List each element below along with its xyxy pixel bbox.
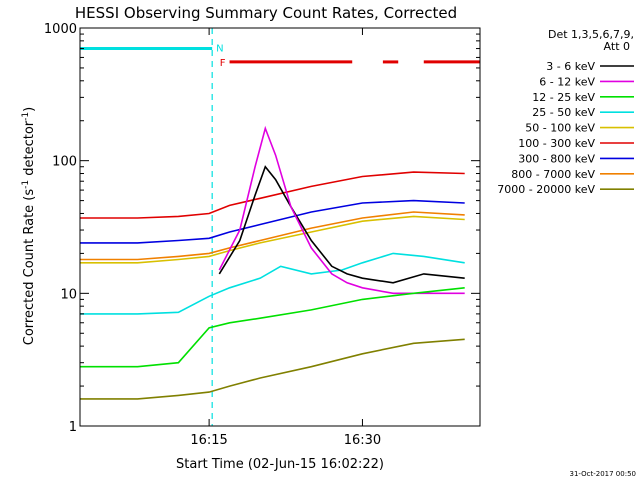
legend-header-line1: Det 1,3,5,6,7,9, <box>548 28 634 41</box>
y-axis-title-end: ) <box>22 107 37 112</box>
y-axis-title-sup1: -1 <box>21 180 31 189</box>
chart-title: HESSI Observing Summary Count Rates, Cor… <box>75 4 457 22</box>
flare-flag-label: F <box>220 58 226 69</box>
y-axis-title-mid: detector <box>22 120 37 180</box>
x-tick-label: 16:15 <box>190 433 227 448</box>
legend-label: 3 - 6 keV <box>546 60 595 73</box>
legend-label: 7000 - 20000 keV <box>497 183 595 196</box>
footer-date: 31-Oct-2017 00:50 <box>570 470 636 478</box>
y-tick-label: 1000 <box>44 22 77 37</box>
legend: 3 - 6 keV 6 - 12 keV 12 - 25 keV 25 - 50 ke… <box>497 60 634 196</box>
series-line <box>80 338 465 400</box>
series-line <box>80 171 465 219</box>
series-line <box>80 252 465 315</box>
night-flag-label: N <box>216 44 223 55</box>
y-axis-title-sup2: -1 <box>21 112 31 121</box>
flag-layer: NF <box>80 28 480 426</box>
legend-label: 6 - 12 keV <box>539 75 595 88</box>
series-line <box>218 125 465 295</box>
legend-label: 300 - 800 keV <box>518 152 595 165</box>
legend-header-line2: Att 0 <box>604 40 630 53</box>
y-axis-title: Corrected Count Rate (s-1 detector-1) <box>21 107 37 345</box>
series-line <box>80 199 465 244</box>
legend-label: 800 - 7000 keV <box>511 168 595 181</box>
series-layer <box>80 125 465 400</box>
series-line <box>80 287 465 368</box>
plot-frame <box>79 27 481 427</box>
y-tick-label: 1 <box>69 420 77 435</box>
x-axis-title: Start Time (02-Jun-15 16:02:22) <box>176 457 384 472</box>
axis-layer: 16:15 16:30 1 10 100 1000 <box>44 22 480 448</box>
y-axis-title-main: Corrected Count Rate (s <box>22 189 37 346</box>
y-tick-label: 100 <box>52 155 77 170</box>
x-tick-label: 16:30 <box>344 433 381 448</box>
y-tick-label: 10 <box>60 287 77 302</box>
series-line <box>80 211 465 261</box>
series-line <box>80 215 465 264</box>
legend-label: 100 - 300 keV <box>518 137 595 150</box>
legend-label: 25 - 50 keV <box>532 106 595 119</box>
legend-label: 50 - 100 keV <box>525 122 595 135</box>
legend-label: 12 - 25 keV <box>532 91 595 104</box>
series-line <box>218 165 465 284</box>
